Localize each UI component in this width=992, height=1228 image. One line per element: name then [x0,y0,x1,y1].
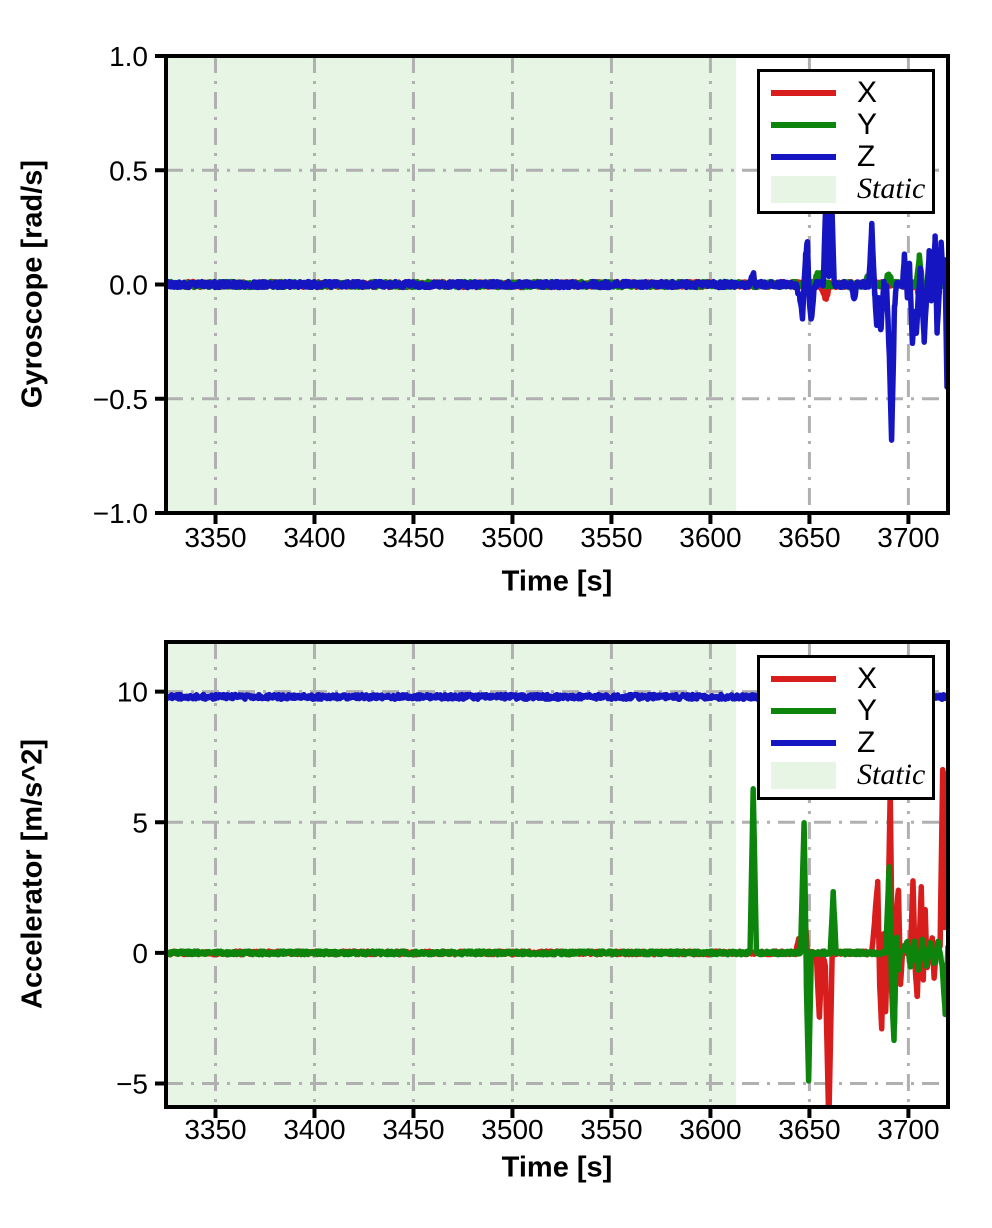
series-line-y [166,786,948,1084]
gyroscope-chart: 3350 3400 3450 3500 3550 3600 3650 3700 1.0 0.5 0.… [16,41,950,598]
legend-item-y: Y [760,695,932,727]
x-tick-label: 3650 [778,1114,840,1145]
x-tick-label: 3350 [184,522,246,553]
y-tick-label: 0.5 [109,155,148,186]
legend-line-swatch-x [771,676,836,682]
y-tick-label: −0.5 [93,384,148,415]
y-tick-label: 1.0 [109,41,148,72]
x-tick-label: 3400 [283,1114,345,1145]
legend-label-x: X [857,76,878,109]
y-tick-label: 0 [132,938,148,969]
x-tick-label: 3350 [184,1114,246,1145]
static-region [166,642,737,1107]
y-tick-label: 0.0 [109,270,148,301]
legend-item-z: Z [760,141,932,173]
legend-patch-swatch-static [771,175,836,203]
y-tick-label: −1.0 [93,498,148,529]
legend-item-z: Z [760,727,932,759]
x-tick-label: 3450 [382,1114,444,1145]
legend-label-z: Z [857,140,876,173]
legend-item-x: X [760,663,932,695]
y-tick-label: 5 [132,807,148,838]
gyroscope-x-axis-label: Time [s] [501,565,613,598]
legend-item-static: Static [760,759,932,791]
legend-item-static: Static [760,173,932,205]
legend-item-x: X [760,77,932,109]
x-tick-label: 3700 [877,1114,939,1145]
plot-frame [164,640,950,1109]
legend-line-swatch-y [771,122,836,128]
legend-item-y: Y [760,109,932,141]
y-tick-label: −5 [116,1068,148,1099]
gyroscope-legend: X Y Z Static [757,69,935,214]
accelerometer-y-axis-label: Accelerator [m/s^2] [16,739,49,1009]
x-tick-label: 3550 [580,522,642,553]
legend-label-z: Z [857,726,876,759]
legend-line-swatch-z [771,154,836,160]
legend-line-swatch-x [771,90,836,96]
x-tick-label: 3700 [877,522,939,553]
y-tick-label: 10 [117,677,148,708]
legend-patch-swatch-static [771,761,836,789]
accelerometer-x-axis-label: Time [s] [501,1151,613,1184]
legend-label-y: Y [857,108,878,141]
x-tick-label: 3500 [481,1114,543,1145]
x-tick-label: 3550 [580,1114,642,1145]
series-line-z [166,176,948,443]
legend-line-swatch-y [771,708,836,714]
accelerometer-legend: X Y Z Static [757,655,935,800]
legend-label-static: Static [857,758,926,791]
legend-line-swatch-z [771,740,836,746]
x-tick-label: 3400 [283,522,345,553]
gyroscope-y-axis-label: Gyroscope [rad/s] [16,159,49,409]
legend-label-x: X [857,662,878,695]
x-tick-label: 3500 [481,522,543,553]
legend-label-y: Y [857,694,878,727]
x-tick-label: 3450 [382,522,444,553]
gyroscope-plot: 3350 3400 3450 3500 3550 3600 3650 3700 1.0 0.5 0.… [93,41,950,553]
legend-label-static: Static [857,172,926,205]
x-tick-label: 3650 [778,522,840,553]
x-tick-label: 3600 [679,522,741,553]
accelerometer-chart: 3350 3400 3450 3500 3550 3600 3650 3700 10 5 0 −5 A… [0,614,992,1228]
x-tick-label: 3600 [679,1114,741,1145]
series-group [166,176,948,443]
